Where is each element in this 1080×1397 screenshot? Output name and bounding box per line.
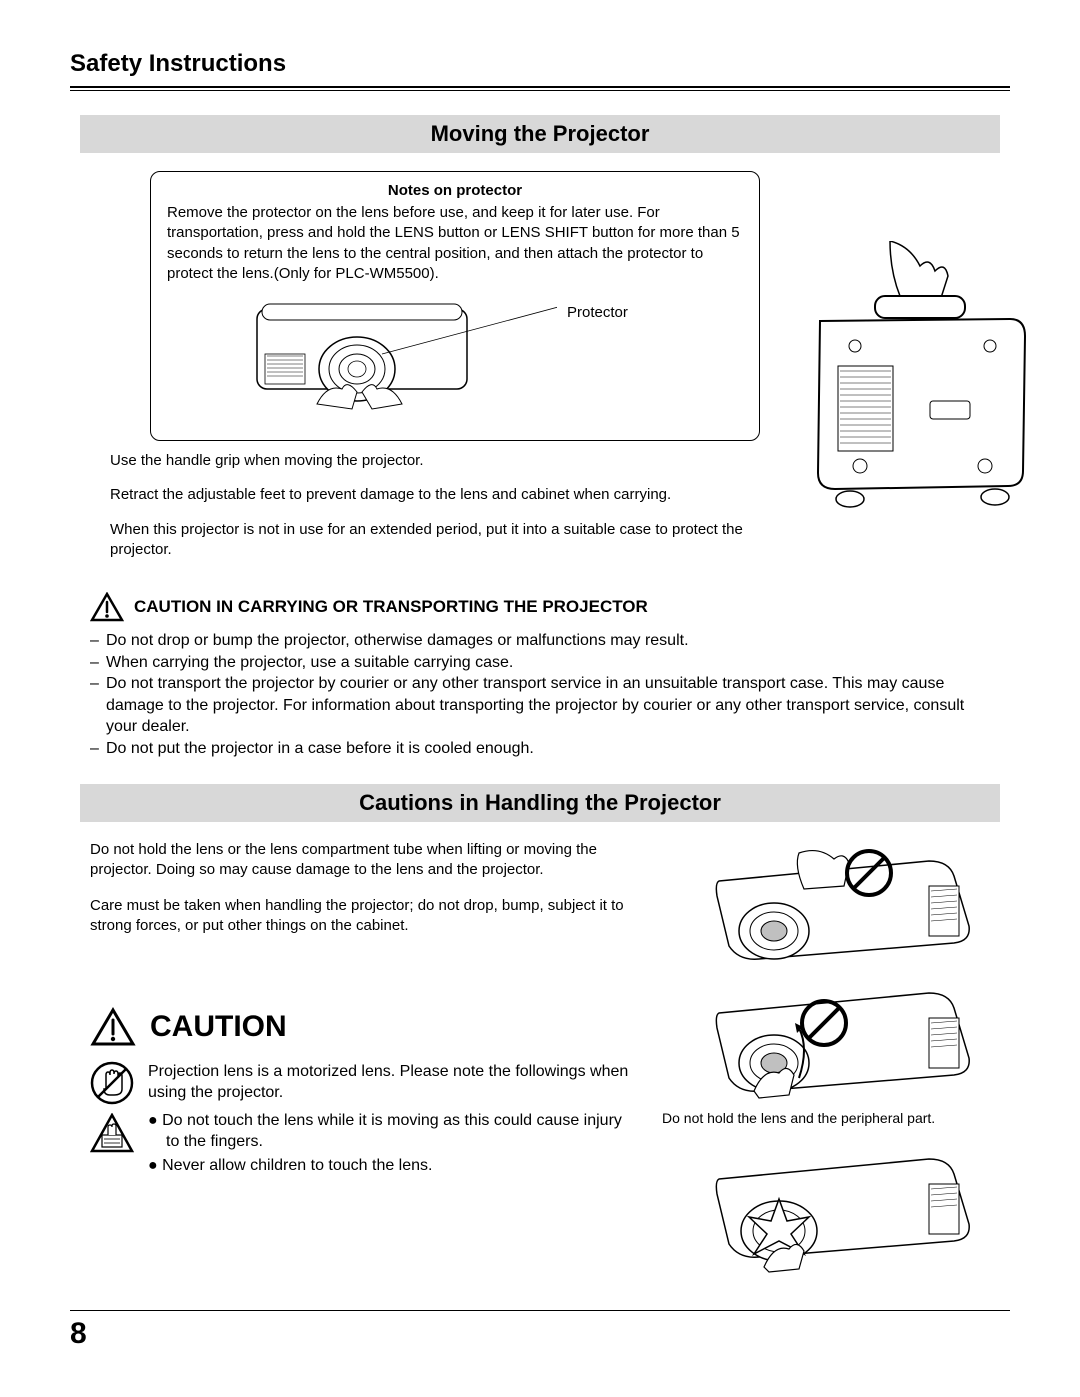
section-heading-handling: Cautions in Handling the Projector [80,784,1000,822]
protector-label: Protector [567,304,628,321]
warning-triangle-icon [90,1007,136,1047]
notes-body: Remove the protector on the lens before … [167,203,743,284]
handling-para-1: Do not hold the lens or the lens compart… [90,840,630,881]
move-note-2: Retract the adjustable feet to prevent d… [110,485,760,505]
projector-carry-illustration [780,241,1040,521]
no-hold-lens-illustration-2 [669,973,989,1103]
caution-detail-item: Never allow children to touch the lens. [148,1155,630,1177]
no-touch-icon [90,1061,134,1105]
transport-item: Do not drop or bump the projector, other… [106,630,689,652]
move-note-3: When this projector is not in use for an… [110,520,760,561]
transport-item: Do not put the projector in a case befor… [106,738,534,760]
no-hold-lens-illustration-1 [669,841,989,971]
handling-para-2: Care must be taken when handling the pro… [90,896,630,937]
caution-transport-heading: CAUTION IN CARRYING OR TRANSPORTING THE … [134,597,648,617]
lens-impact-illustration [669,1139,989,1279]
header-rule [70,86,1010,91]
caution-detail-item: Do not touch the lens while it is moving… [148,1110,630,1153]
footer-rule [70,1310,1010,1311]
move-note-1: Use the handle grip when moving the proj… [110,451,760,471]
pinch-warning-icon [90,1113,134,1153]
page-number: 8 [70,1317,1010,1351]
page-header: Safety Instructions [70,50,1010,78]
section-heading-moving: Moving the Projector [80,115,1000,153]
transport-item: When carrying the projector, use a suita… [106,652,513,674]
notes-title: Notes on protector [167,182,743,199]
warning-triangle-icon [90,592,124,622]
transport-item: Do not transport the projector by courie… [106,673,990,738]
caution-detail-intro: Projection lens is a motorized lens. Ple… [148,1061,630,1104]
right-caption: Do not hold the lens and the peripheral … [662,1110,1000,1126]
caution-big-label: CAUTION [150,1010,287,1044]
notes-box: Notes on protector Remove the protector … [150,171,760,441]
transport-list: –Do not drop or bump the projector, othe… [90,630,990,760]
projector-protector-illustration [167,294,557,424]
